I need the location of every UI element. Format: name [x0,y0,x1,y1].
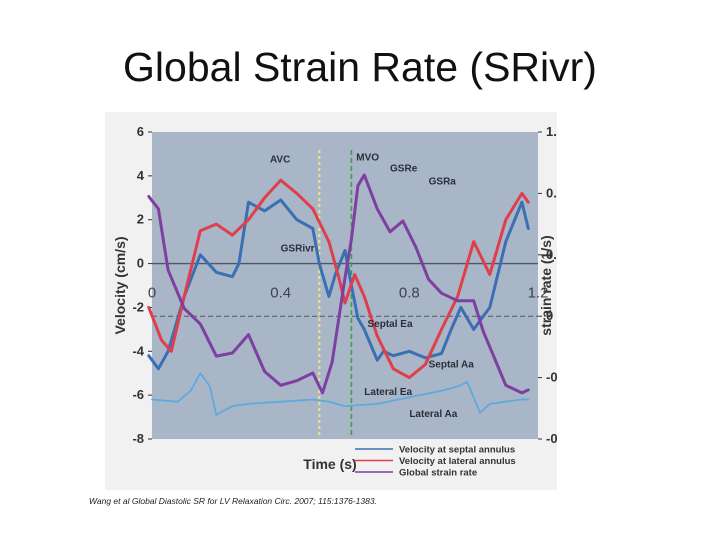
annotation-label: AVC [270,155,290,166]
y-tick-label: -8 [132,431,144,446]
y-right-tick-label: 0.8 [546,185,557,200]
annotation-label: MVO [356,153,379,164]
legend-label: Global strain rate [399,468,477,479]
strain-rate-chart: 6 4 2 0 -2 -4 -6 -8 1.2 0.8 0.4 0 -0.4 -0.8 0 0.4 0.8 1.2… [112,124,557,479]
x-tick-label: 0 [148,285,156,302]
x-tick-label: 1.2 [528,285,549,302]
x-axis-label: Time (s) [303,456,356,472]
y-right-tick-label: -0.4 [546,370,557,385]
series-line-3 [151,372,530,416]
y-right-tick-label: 1.2 [546,124,557,139]
y-tick-label: 0 [137,256,144,271]
series-line-2 [147,173,530,395]
slide-title: Global Strain Rate (SRivr) [123,44,597,90]
y-right-tick-label: -0.8 [546,431,557,446]
annotation-label: Lateral Ea [364,387,412,398]
y-tick-label: 6 [137,124,144,139]
annotation-label: GSRa [429,177,457,188]
x-tick-label: 0.4 [270,285,291,302]
y-tick-label: -6 [132,387,144,402]
annotation-label: Lateral Aa [409,409,457,420]
annotation-label: GSRivr [281,244,315,255]
y-tick-label: -4 [132,343,144,358]
chart-figure: 6 4 2 0 -2 -4 -6 -8 1.2 0.8 0.4 0 -0.4 -0.8 0 0.4 0.8 1.2… [105,112,557,490]
y-tick-label: 2 [137,212,144,227]
y-tick-label: 4 [137,168,145,183]
y-right-tick-label: 0.4 [546,247,557,262]
y-right-axis-label: strain rate (1/s) [538,235,554,335]
y-right-tick-label: 0 [546,308,553,323]
x-tick-label: 0.8 [399,285,420,302]
y-tick-label: -2 [132,299,144,314]
y-axis-label: Velocity (cm/s) [112,236,128,334]
legend-label: Velocity at lateral annulus [399,456,516,467]
annotation-label: Septal Aa [429,360,475,371]
annotation-label: GSRe [390,163,418,174]
legend-label: Velocity at septal annulus [399,445,515,456]
citation: Wang et al Global Diastolic SR for LV Re… [89,496,377,506]
series-line-0 [147,198,530,371]
annotation-label: Septal Ea [368,319,413,330]
